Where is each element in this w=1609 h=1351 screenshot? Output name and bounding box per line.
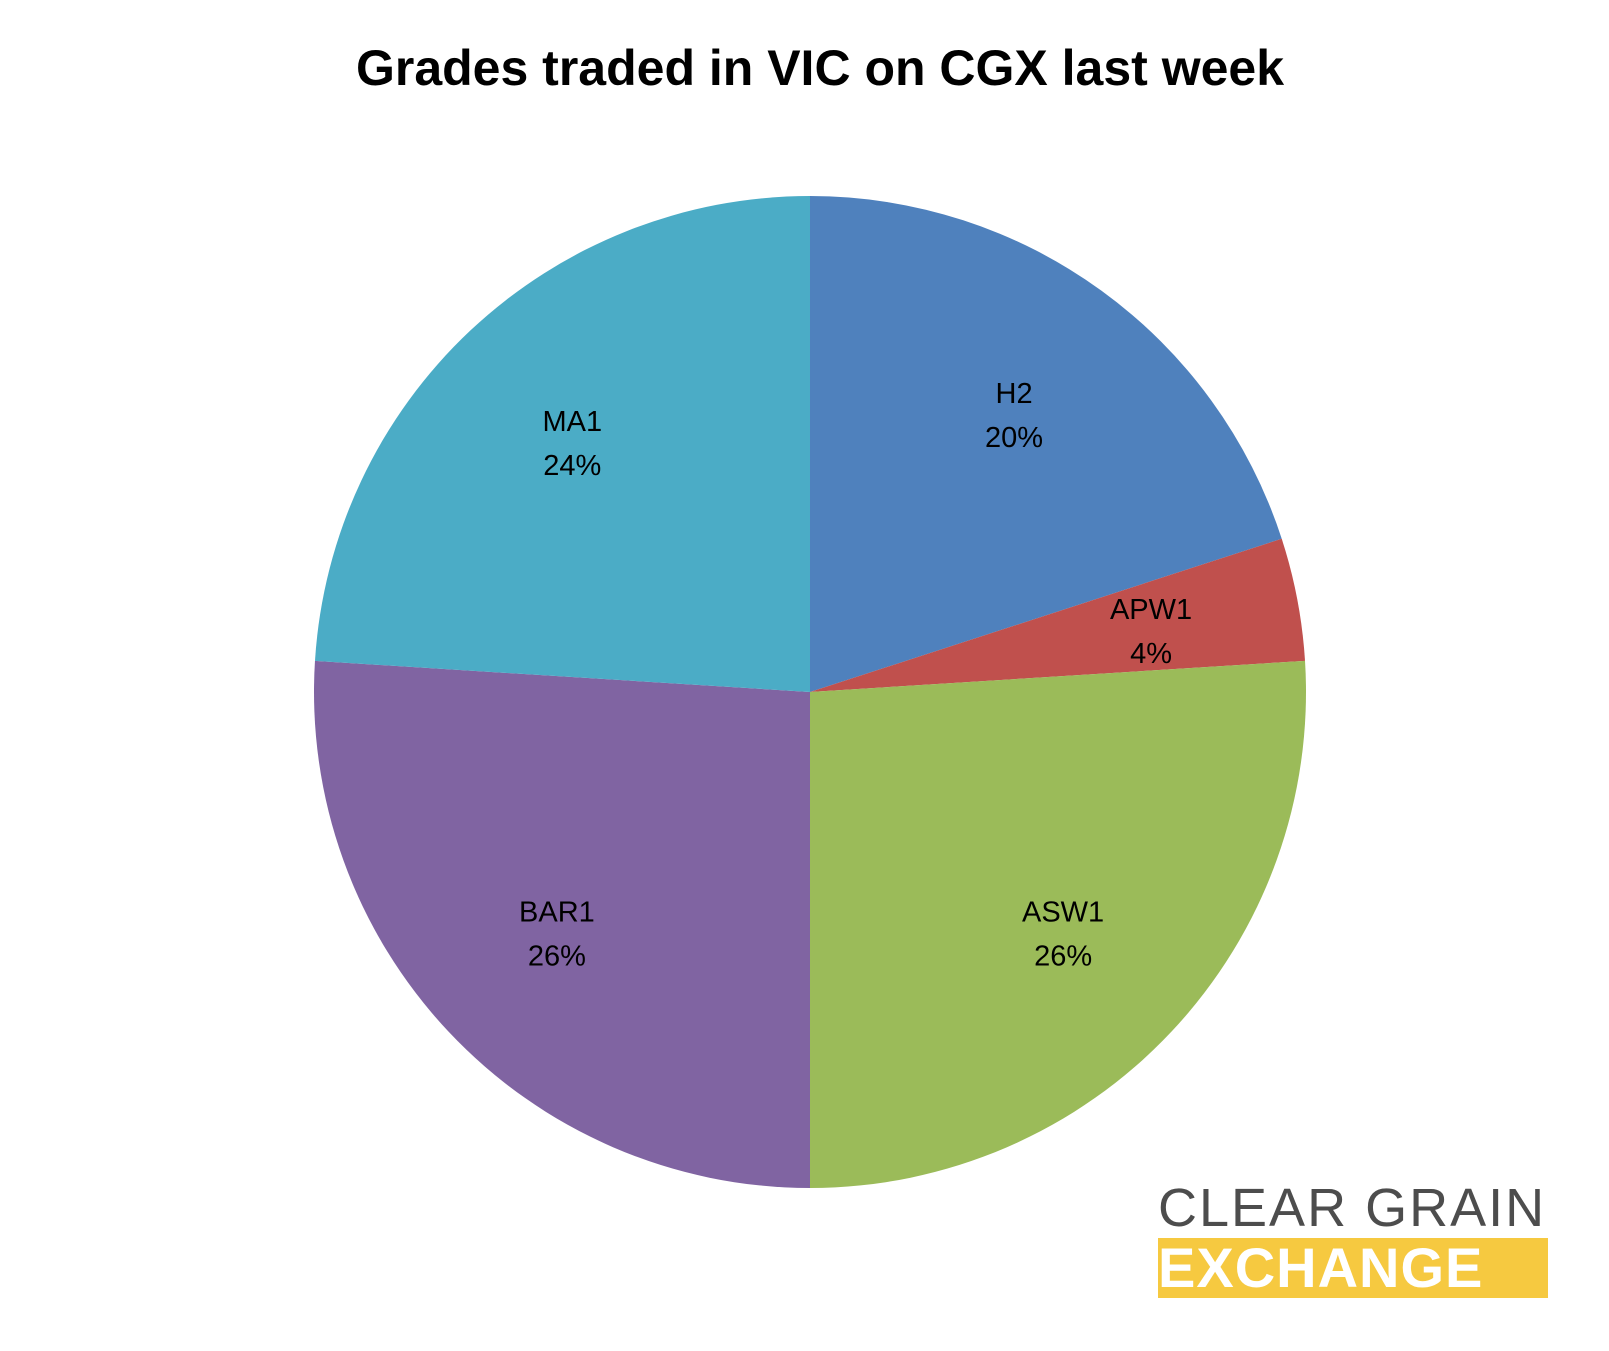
slice-label-apw1: APW1 <box>1110 594 1192 626</box>
logo-line-1: CLEAR GRAIN <box>1158 1178 1547 1238</box>
clear-grain-exchange-logo: CLEAR GRAIN EXCHANGE <box>1158 1180 1558 1298</box>
slice-label-h2: H2 <box>996 378 1033 410</box>
logo-line-2: EXCHANGE <box>1158 1238 1548 1298</box>
pie-slice-ma1 <box>314 196 810 692</box>
slice-value-asw1: 26% <box>1034 941 1092 973</box>
slice-label-asw1: ASW1 <box>1022 897 1104 929</box>
pie-slice-h2 <box>810 196 1282 692</box>
chart-title: Grades traded in VIC on CGX last week <box>356 40 1284 96</box>
pie-slice-bar1 <box>313 660 810 1188</box>
pie-slice-apw1 <box>810 538 1306 692</box>
slice-value-apw1: 4% <box>1130 638 1172 670</box>
slice-label-bar1: BAR1 <box>519 897 595 929</box>
slice-value-h2: 20% <box>985 422 1043 454</box>
pie-slice-asw1 <box>810 660 1306 1188</box>
slice-label-ma1: MA1 <box>543 406 603 438</box>
slice-value-bar1: 26% <box>528 941 586 973</box>
pie-slices <box>313 196 1306 1188</box>
slice-value-ma1: 24% <box>543 450 601 482</box>
pie-labels: H2 20% APW1 4% ASW1 26% BAR1 26% MA1 24% <box>519 378 1192 973</box>
